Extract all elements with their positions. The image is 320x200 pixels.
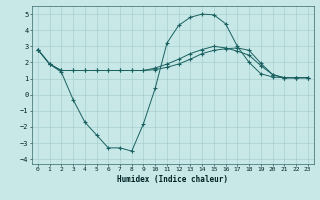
X-axis label: Humidex (Indice chaleur): Humidex (Indice chaleur) <box>117 175 228 184</box>
